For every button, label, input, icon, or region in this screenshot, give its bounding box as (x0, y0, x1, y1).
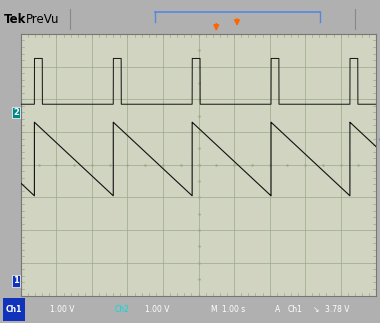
Text: Tek: Tek (4, 13, 26, 26)
Text: 1: 1 (13, 276, 19, 285)
Text: 1.00 V: 1.00 V (50, 305, 74, 314)
Text: PreVu: PreVu (26, 13, 60, 26)
Text: A: A (275, 305, 280, 314)
Text: ↘: ↘ (313, 305, 319, 314)
Text: Ch1: Ch1 (6, 305, 22, 314)
Text: Ch2: Ch2 (115, 305, 130, 314)
Text: 3.78 V: 3.78 V (325, 305, 350, 314)
FancyBboxPatch shape (3, 298, 25, 321)
Text: 2: 2 (13, 108, 19, 117)
Text: M: M (210, 305, 217, 314)
Text: Ch1: Ch1 (288, 305, 303, 314)
Text: 1.00 V: 1.00 V (145, 305, 169, 314)
Text: 1.00 s: 1.00 s (222, 305, 245, 314)
